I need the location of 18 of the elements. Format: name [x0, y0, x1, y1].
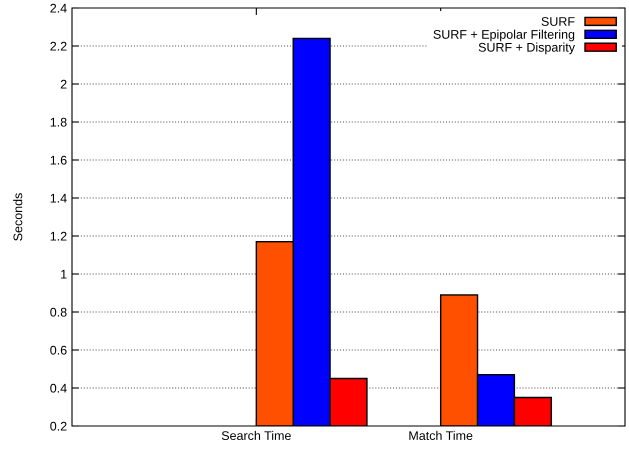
y-tick-label: 2.4	[50, 4, 67, 13]
y-tick-label: 1	[61, 270, 67, 279]
y-axis-title: Seconds	[13, 193, 22, 241]
y-tick-label: 2	[60, 80, 67, 89]
y-tick-label: 2.2	[50, 42, 67, 51]
y-tick-label: 0.6	[50, 346, 67, 355]
y-tick-label: 1.6	[50, 156, 67, 165]
y-tick-label: 0.8	[50, 308, 67, 317]
y-tick-label: 0.4	[50, 384, 67, 393]
legend-label: SURF + Epipolar Filtering	[434, 30, 574, 42]
y-tick-label: 1.2	[50, 232, 67, 241]
y-tick-label: 1.8	[50, 118, 67, 127]
legend-label: SURF + Disparity	[478, 42, 575, 54]
x-tick-label: Search Time	[222, 430, 291, 440]
y-tick-label: 1.4	[50, 194, 67, 203]
y-tick-label: 0.2	[50, 422, 67, 431]
legend-label: SURF	[542, 17, 574, 26]
x-tick-label: Match Time	[409, 430, 472, 440]
